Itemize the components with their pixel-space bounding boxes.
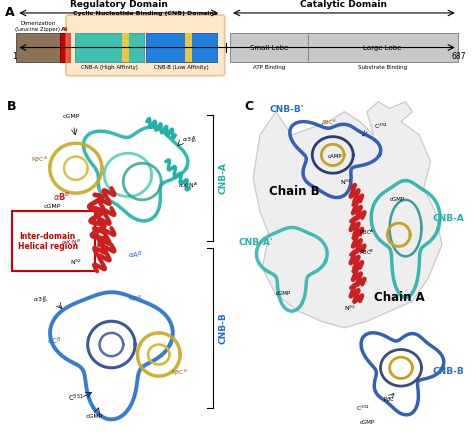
Text: 1: 1 xyxy=(13,52,18,61)
Text: Regulatory Domain: Regulatory Domain xyxy=(70,0,168,9)
Text: C$^{351}$: C$^{351}$ xyxy=(356,404,370,413)
Bar xyxy=(60,33,70,62)
Text: $\beta$BC$^B$: $\beta$BC$^B$ xyxy=(321,118,337,128)
Text: G$\beta^B$: G$\beta^B$ xyxy=(128,294,142,305)
Text: N$^{92}$: N$^{92}$ xyxy=(344,304,356,314)
Text: CNB-B (Low Affinity): CNB-B (Low Affinity) xyxy=(154,65,209,70)
Text: CNB-A: CNB-A xyxy=(219,162,227,194)
Text: P$\beta$C: P$\beta$C xyxy=(383,395,395,404)
Bar xyxy=(16,33,60,62)
Text: AI: AI xyxy=(61,27,68,32)
Polygon shape xyxy=(253,102,442,328)
Text: Dimerization
(Leucine Zipper): Dimerization (Leucine Zipper) xyxy=(16,21,60,32)
Text: Catalytic Domain: Catalytic Domain xyxy=(301,0,387,9)
Text: C$^{351}$: C$^{351}$ xyxy=(68,392,84,403)
Bar xyxy=(122,33,129,62)
Text: Small Lobe: Small Lobe xyxy=(250,44,288,51)
Bar xyxy=(146,33,217,62)
Text: $\alpha$C$^B$: $\alpha$C$^B$ xyxy=(47,336,62,347)
Bar xyxy=(12,211,95,271)
Text: cGMP: cGMP xyxy=(44,204,61,209)
Text: PBC$^A$: PBC$^A$ xyxy=(359,228,374,237)
Bar xyxy=(185,33,192,62)
Text: cGMP: cGMP xyxy=(360,420,375,426)
Text: B: B xyxy=(7,100,17,113)
Text: Large Lobe: Large Lobe xyxy=(364,44,402,51)
FancyBboxPatch shape xyxy=(66,15,225,76)
Text: C: C xyxy=(244,100,253,113)
Text: $\alpha3_{10}^{\ A}$: $\alpha3_{10}^{\ A}$ xyxy=(182,134,198,145)
Text: PBC$^B$: PBC$^B$ xyxy=(359,248,374,257)
Text: $\alpha$X:N$^A$: $\alpha$X:N$^A$ xyxy=(178,181,198,191)
Text: Inter-domain
Helical region: Inter-domain Helical region xyxy=(18,232,78,251)
Text: Cyclic Nucleotide Binding (CNB) Domains: Cyclic Nucleotide Binding (CNB) Domains xyxy=(73,11,218,16)
Bar xyxy=(230,33,308,62)
Text: Substrate Binding: Substrate Binding xyxy=(358,65,407,70)
Text: N$^{92}$: N$^{92}$ xyxy=(70,257,82,267)
Text: CNB-A (High Affinity): CNB-A (High Affinity) xyxy=(81,65,138,70)
Text: Chain B: Chain B xyxy=(269,185,319,198)
Text: 687: 687 xyxy=(452,52,466,61)
Text: $\alpha$B$^B$: $\alpha$B$^B$ xyxy=(54,191,71,203)
Text: cGMP: cGMP xyxy=(86,414,103,419)
Bar xyxy=(308,33,458,62)
Text: CNB-A': CNB-A' xyxy=(238,238,273,247)
Text: N$^{94}$: N$^{94}$ xyxy=(339,178,352,187)
Text: $\alpha$A$^B$: $\alpha$A$^B$ xyxy=(128,249,143,260)
Text: $\alpha$X:N$^B$: $\alpha$X:N$^B$ xyxy=(61,238,81,247)
Text: P$\beta$C$^B$: P$\beta$C$^B$ xyxy=(171,367,188,378)
Text: $\alpha3_{10}^{\ B}$: $\alpha3_{10}^{\ B}$ xyxy=(33,294,48,305)
Text: A: A xyxy=(5,6,15,19)
Text: CNB-B: CNB-B xyxy=(219,312,227,344)
Text: CNB-A: CNB-A xyxy=(433,214,465,223)
Text: cGMP: cGMP xyxy=(63,114,80,119)
Text: cGMP: cGMP xyxy=(390,197,405,203)
Text: cAMP: cAMP xyxy=(328,154,343,159)
Text: cGMP: cGMP xyxy=(276,291,291,295)
Text: CNB-B: CNB-B xyxy=(433,368,465,376)
Text: CNB-B': CNB-B' xyxy=(270,105,304,114)
Text: C$^{351}$: C$^{351}$ xyxy=(374,121,388,130)
Text: ATP Binding: ATP Binding xyxy=(253,65,285,70)
Bar xyxy=(75,33,144,62)
Text: Chain A: Chain A xyxy=(374,291,424,304)
Text: P$\beta$C$^A$: P$\beta$C$^A$ xyxy=(30,155,47,165)
